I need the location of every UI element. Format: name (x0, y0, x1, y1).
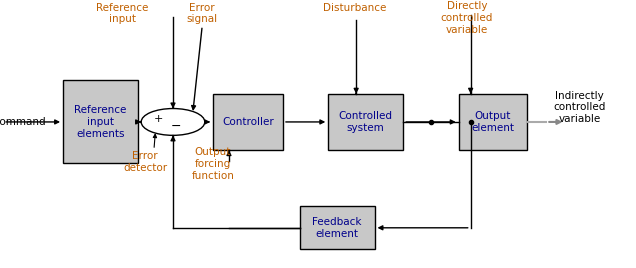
Text: Indirectly
controlled
variable: Indirectly controlled variable (553, 91, 605, 124)
Text: Feedback
element: Feedback element (312, 217, 362, 239)
Text: Reference
input: Reference input (96, 3, 148, 24)
Text: Output
forcing
function: Output forcing function (191, 147, 235, 181)
FancyBboxPatch shape (63, 80, 138, 163)
Text: Controlled
system: Controlled system (339, 111, 392, 133)
FancyBboxPatch shape (459, 94, 527, 150)
Text: Directly
controlled
variable: Directly controlled variable (441, 1, 493, 35)
Text: Error
detector: Error detector (123, 151, 167, 173)
Text: +: + (154, 114, 163, 124)
Text: Reference
input
elements: Reference input elements (74, 105, 127, 139)
FancyBboxPatch shape (213, 94, 283, 150)
Text: −: − (171, 120, 181, 132)
Text: Output
element: Output element (471, 111, 515, 133)
Text: Disturbance: Disturbance (323, 3, 387, 13)
FancyBboxPatch shape (300, 206, 375, 249)
FancyBboxPatch shape (328, 94, 403, 150)
Circle shape (141, 109, 205, 135)
Text: Error
signal: Error signal (187, 3, 218, 24)
Text: Controller: Controller (222, 117, 274, 127)
Text: Command: Command (0, 117, 46, 127)
